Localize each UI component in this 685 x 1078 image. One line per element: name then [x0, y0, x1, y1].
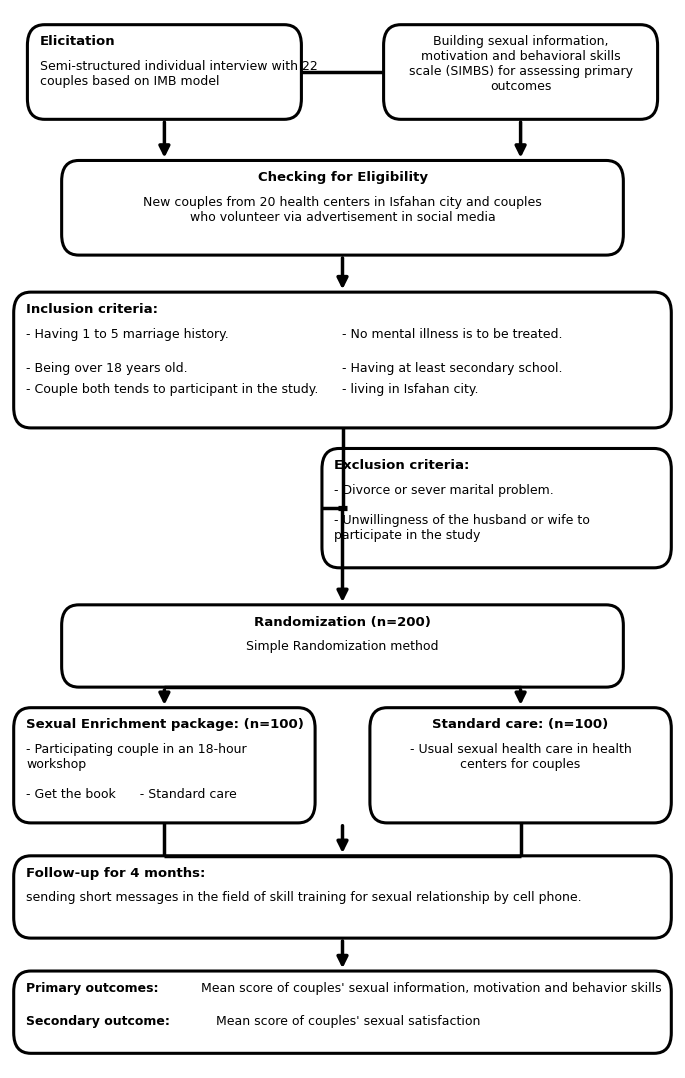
Text: - No mental illness is to be treated.: - No mental illness is to be treated.: [342, 328, 563, 341]
FancyBboxPatch shape: [14, 707, 315, 823]
Text: Semi-structured individual interview with 22
couples based on IMB model: Semi-structured individual interview wit…: [40, 60, 317, 88]
Text: Inclusion criteria:: Inclusion criteria:: [26, 303, 158, 316]
Text: Primary outcomes:: Primary outcomes:: [26, 982, 158, 995]
Text: - Usual sexual health care in health
centers for couples: - Usual sexual health care in health cen…: [410, 743, 632, 771]
FancyBboxPatch shape: [62, 605, 623, 687]
Text: - Divorce or sever marital problem.

- Unwillingness of the husband or wife to
p: - Divorce or sever marital problem. - Un…: [334, 484, 590, 542]
Text: Checking for Eligibility: Checking for Eligibility: [258, 171, 427, 184]
Text: Elicitation: Elicitation: [40, 36, 115, 49]
Text: Building sexual information,
motivation and behavioral skills
scale (SIMBS) for : Building sexual information, motivation …: [408, 36, 633, 94]
FancyBboxPatch shape: [14, 971, 671, 1053]
FancyBboxPatch shape: [14, 292, 671, 428]
Text: Mean score of couples' sexual information, motivation and behavior skills: Mean score of couples' sexual informatio…: [197, 982, 662, 995]
Text: - Couple both tends to participant in the study.: - Couple both tends to participant in th…: [26, 384, 319, 397]
Text: Standard care: (n=100): Standard care: (n=100): [432, 718, 609, 731]
Text: - Participating couple in an 18-hour
workshop

- Get the book      - Standard ca: - Participating couple in an 18-hour wor…: [26, 743, 247, 801]
Text: Simple Randomization method: Simple Randomization method: [246, 640, 439, 653]
Text: Follow-up for 4 months:: Follow-up for 4 months:: [26, 867, 206, 880]
FancyBboxPatch shape: [384, 25, 658, 120]
FancyBboxPatch shape: [322, 448, 671, 568]
Text: - Being over 18 years old.: - Being over 18 years old.: [26, 362, 188, 375]
Text: - Having 1 to 5 marriage history.: - Having 1 to 5 marriage history.: [26, 328, 229, 341]
Text: - Having at least secondary school.: - Having at least secondary school.: [342, 362, 563, 375]
FancyBboxPatch shape: [370, 707, 671, 823]
FancyBboxPatch shape: [14, 856, 671, 938]
Text: Sexual Enrichment package: (n=100): Sexual Enrichment package: (n=100): [26, 718, 304, 731]
Text: sending short messages in the field of skill training for sexual relationship by: sending short messages in the field of s…: [26, 892, 582, 904]
Text: - living in Isfahan city.: - living in Isfahan city.: [342, 384, 479, 397]
Text: Mean score of couples' sexual satisfaction: Mean score of couples' sexual satisfacti…: [212, 1014, 480, 1027]
FancyBboxPatch shape: [27, 25, 301, 120]
Text: Randomization (n=200): Randomization (n=200): [254, 616, 431, 628]
Text: Secondary outcome:: Secondary outcome:: [26, 1014, 170, 1027]
FancyBboxPatch shape: [62, 161, 623, 255]
Text: New couples from 20 health centers in Isfahan city and couples
who volunteer via: New couples from 20 health centers in Is…: [143, 196, 542, 224]
Text: Exclusion criteria:: Exclusion criteria:: [334, 459, 470, 472]
